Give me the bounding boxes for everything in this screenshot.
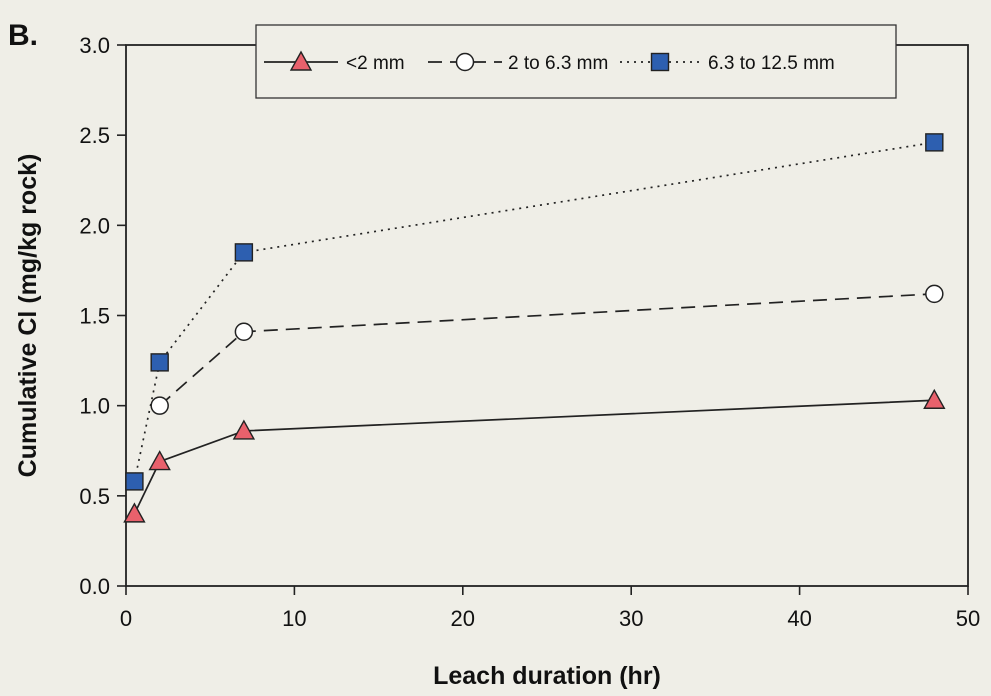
data-point [923, 388, 946, 409]
legend-marker [650, 52, 670, 72]
legend-marker [289, 50, 313, 71]
panel-label: B. [8, 19, 38, 52]
x-tick-label: 10 [282, 606, 306, 631]
plot-area: 0 10 20 30 40 50 0.0 0.5 1.0 1.5 2.0 2.5 3.0 [79, 33, 980, 631]
series-1 [159, 293, 935, 407]
legend-label: 2 to 6.3 mm [508, 53, 608, 74]
y-tick-label: 2.5 [79, 123, 110, 148]
data-point [125, 472, 144, 491]
data-point [234, 243, 254, 262]
y-tick-label: 0.0 [79, 574, 110, 599]
x-tick-label: 40 [787, 606, 811, 631]
data-point [232, 419, 256, 440]
series-markers-0 [123, 388, 946, 523]
data-point [925, 133, 944, 152]
legend-marker [455, 52, 475, 72]
data-point [925, 284, 944, 304]
x-tick-label: 0 [120, 606, 132, 631]
x-tick-label: 20 [451, 606, 475, 631]
data-point [150, 353, 169, 372]
series-markers-2 [125, 133, 944, 491]
y-tick-label: 2.0 [79, 213, 110, 238]
series-line [133, 141, 935, 482]
data-point [234, 322, 254, 341]
y-tick-label: 1.0 [79, 394, 110, 419]
x-axis-title: Leach duration (hr) [433, 662, 661, 690]
legend-label: <2 mm [346, 53, 405, 74]
legend-label: 6.3 to 12.5 mm [708, 53, 835, 74]
series-0 [133, 399, 935, 515]
x-tick-label: 30 [619, 606, 643, 631]
series-2 [133, 141, 935, 482]
plot-frame [125, 44, 969, 587]
x-tick-label: 50 [956, 606, 980, 631]
data-point [150, 396, 169, 415]
data-point [148, 450, 171, 471]
legend: <2 mm 2 to 6.3 mm 6.3 to 12.5 mm [255, 24, 897, 99]
y-tick-label: 1.5 [79, 304, 110, 329]
y-tick-label: 3.0 [79, 33, 110, 58]
legend-box [255, 24, 897, 99]
series-markers-1 [150, 284, 944, 415]
series-line [133, 399, 935, 515]
y-tick-label: 0.5 [79, 484, 110, 509]
series-line [159, 293, 935, 407]
data-point [123, 502, 146, 523]
y-axis-title: Cumulative Cl (mg/kg rock) [14, 154, 42, 478]
